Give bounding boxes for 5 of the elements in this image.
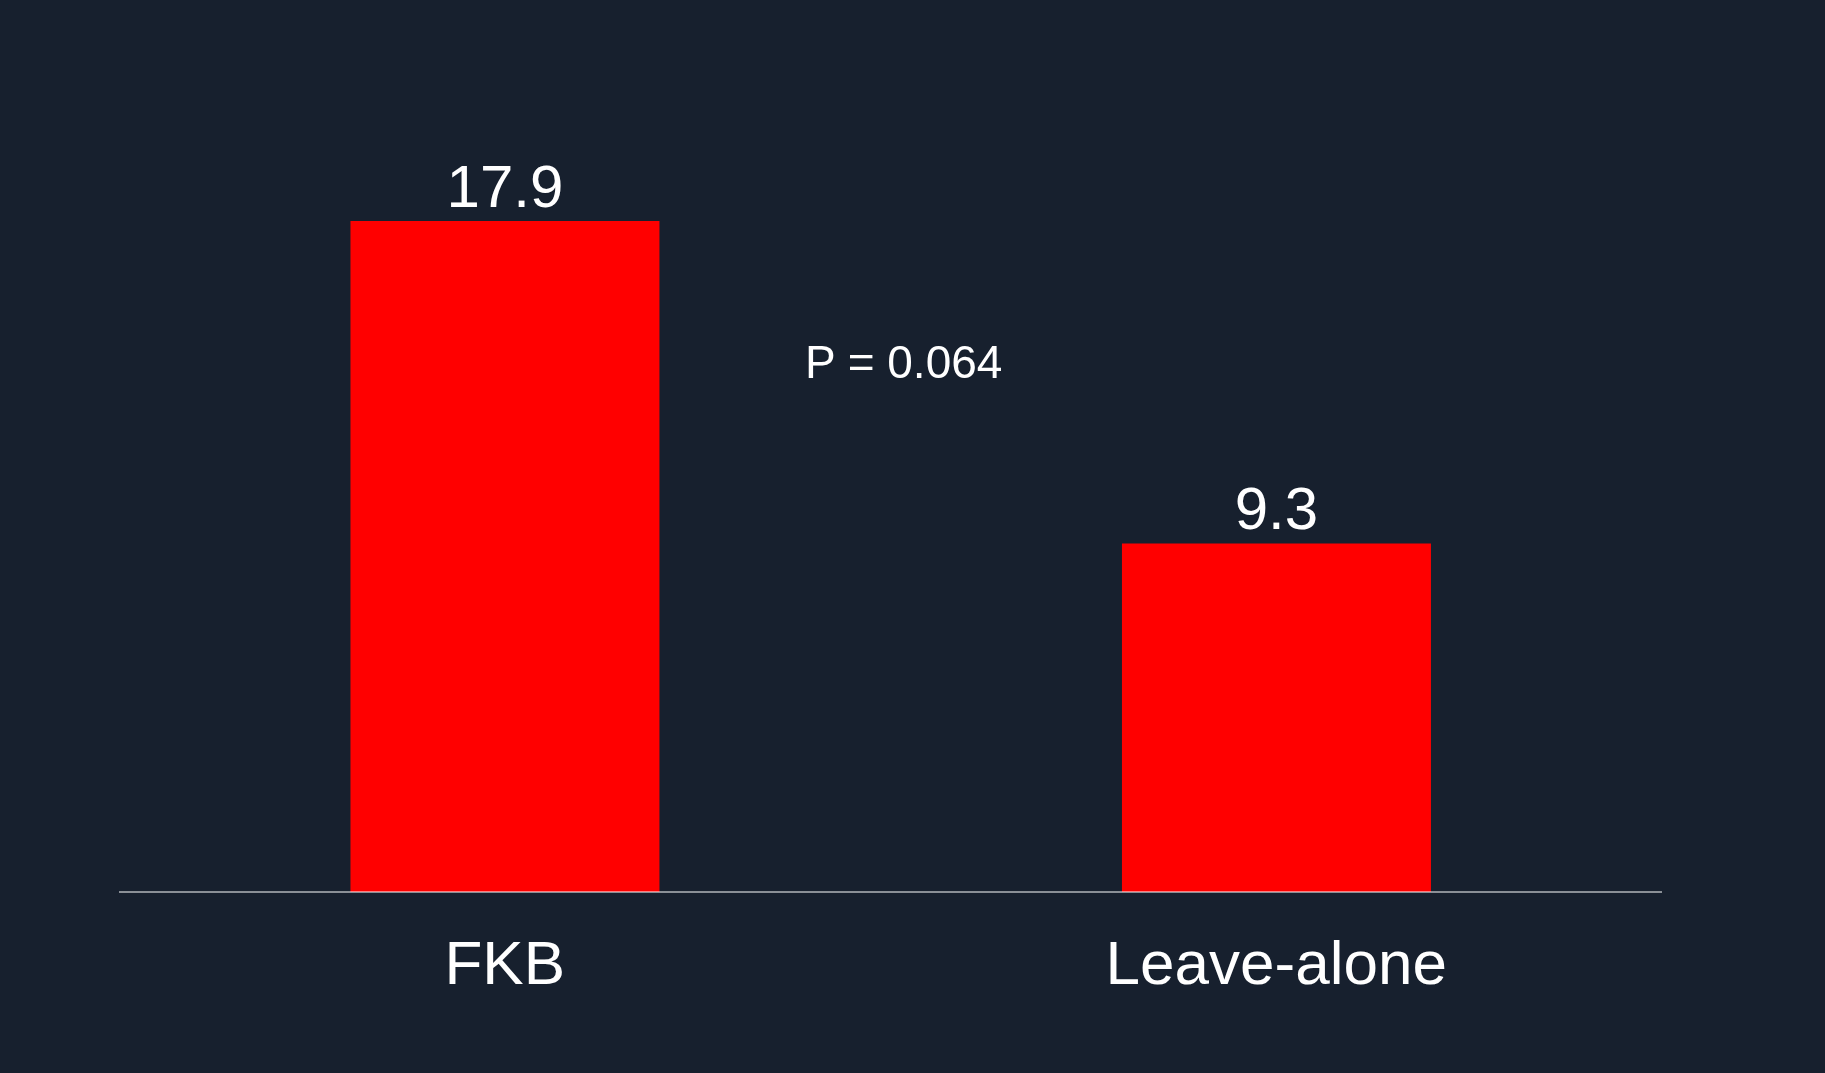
annotation: P = 0.064 xyxy=(805,335,1003,389)
x-tick-label: FKB xyxy=(444,928,566,998)
data-label: 17.9 xyxy=(446,153,564,220)
x-tick-label: Leave-alone xyxy=(1105,928,1447,998)
data-label: 9.3 xyxy=(1234,475,1319,543)
